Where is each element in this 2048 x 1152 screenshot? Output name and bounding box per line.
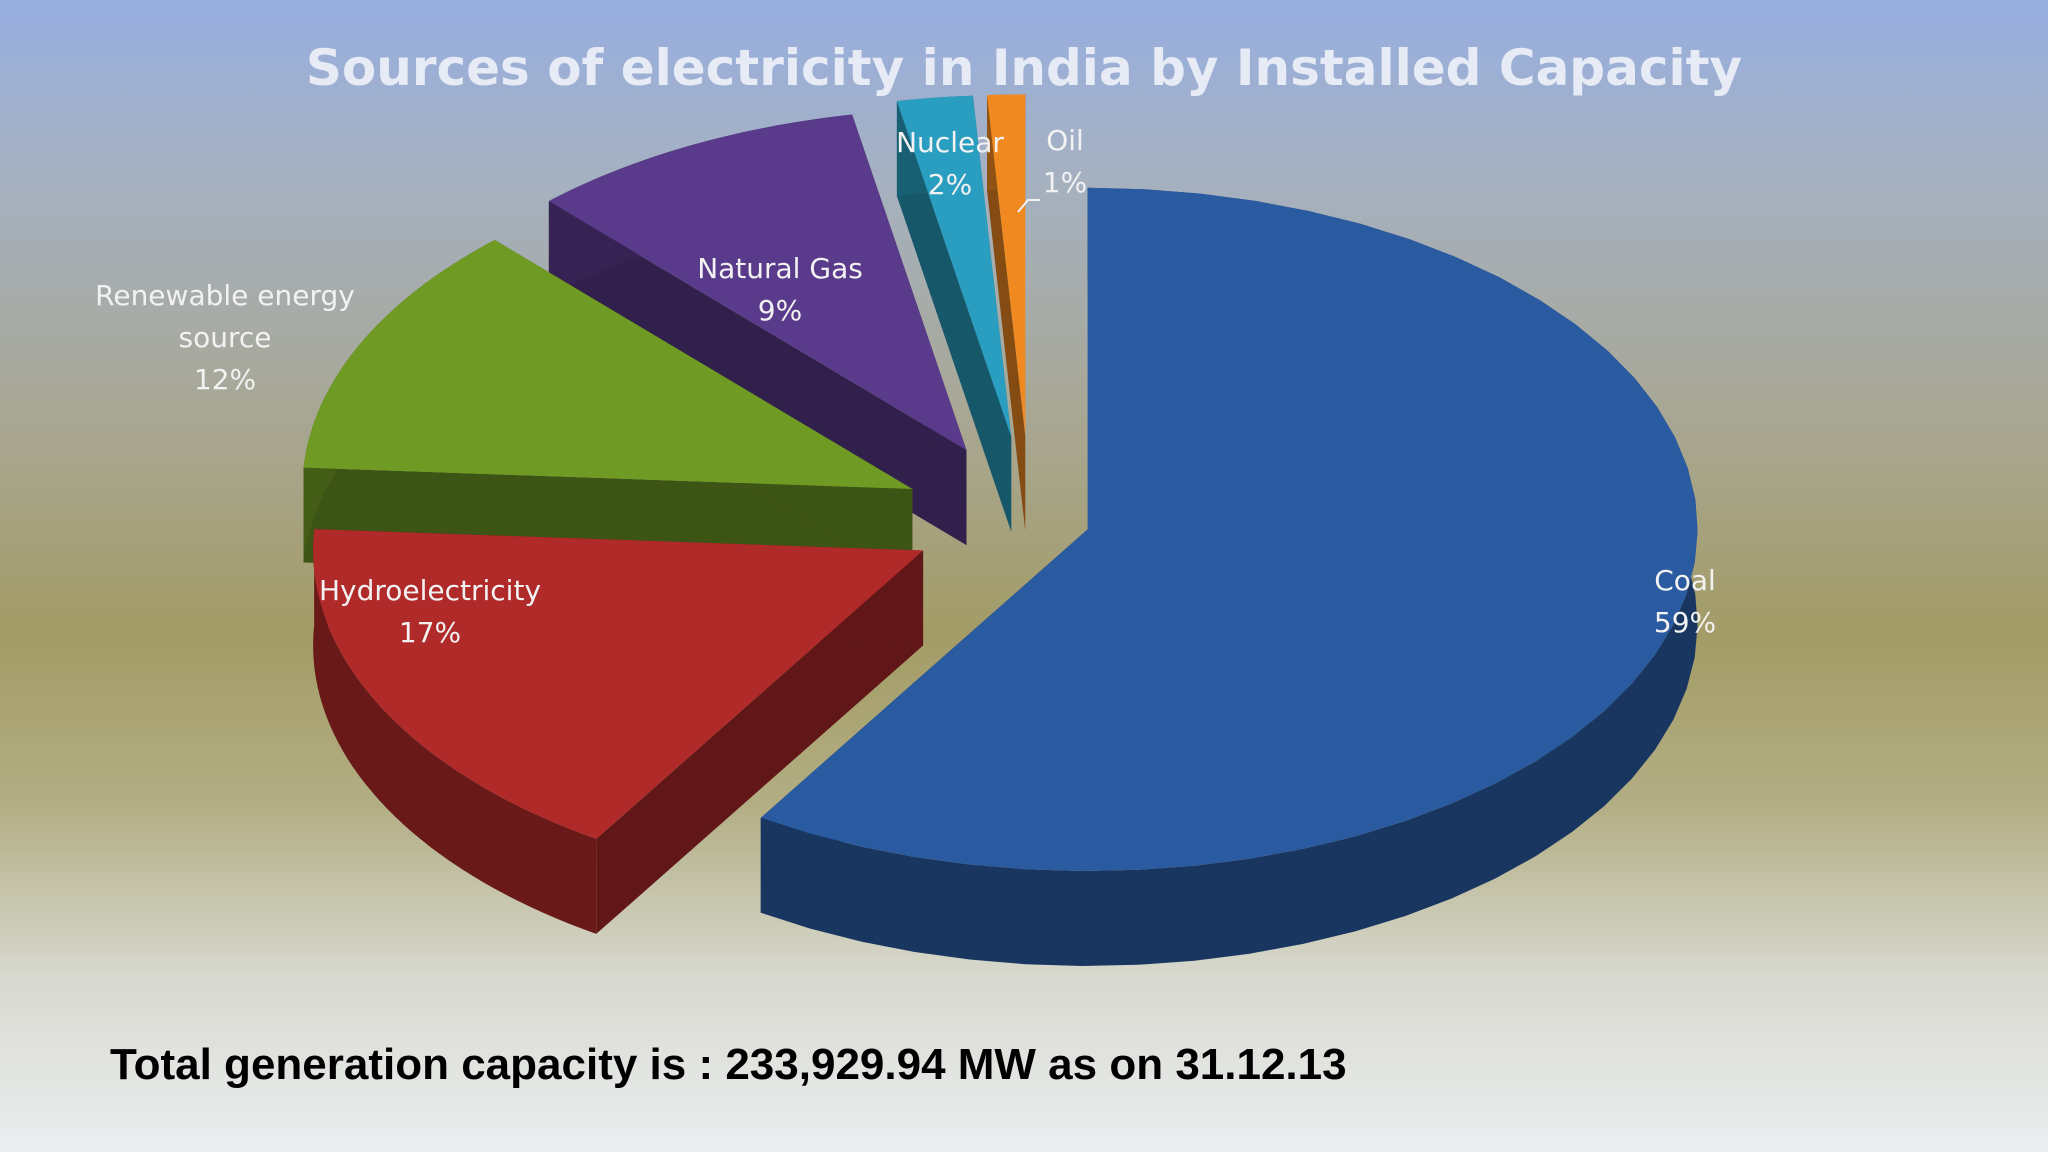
- slice-name-label: source: [179, 321, 272, 354]
- slice-name-label: Nuclear: [896, 126, 1004, 159]
- slice-side: [760, 187, 1698, 967]
- pie-slice-natural-gas: [548, 114, 967, 546]
- slice-name-label: Hydroelectricity: [319, 574, 541, 607]
- slice-value-label: 12%: [194, 363, 256, 396]
- pie-slice-coal: [760, 187, 1698, 967]
- slice-name-label: Natural Gas: [697, 252, 863, 285]
- slice-wall: [596, 550, 924, 934]
- slice-top: [987, 94, 1026, 437]
- slice-top: [548, 114, 967, 451]
- pie-slices: [303, 94, 1698, 967]
- slice-wall: [896, 101, 1012, 532]
- slice-wall: [986, 95, 1026, 532]
- oil-leader-line: [1017, 199, 1040, 213]
- pie-slice-renewable-energy-source: [303, 239, 913, 585]
- slice-value-label: 9%: [758, 294, 802, 327]
- capacity-note: Total generation capacity is : 233,929.9…: [110, 1040, 1347, 1089]
- chart-title: Sources of electricity in India by Insta…: [306, 39, 1742, 97]
- slice-value-label: 1%: [1043, 166, 1087, 199]
- slice-value-label: 2%: [928, 168, 972, 201]
- pie-slice-hydroelectricity: [313, 529, 924, 934]
- slice-name-label: Coal: [1654, 564, 1716, 597]
- slice-name-label: Oil: [1046, 124, 1084, 157]
- slice-top: [303, 240, 913, 489]
- slice-top: [896, 95, 1012, 437]
- slice-top: [760, 187, 1698, 872]
- slice-value-label: 59%: [1654, 606, 1716, 639]
- pie-slice-oil: [986, 94, 1026, 532]
- pie-labels: Coal 59% Hydroelectricity 17% Renewable ener…: [95, 124, 1716, 649]
- slice-top: [313, 529, 924, 839]
- pie-slice-nuclear: [896, 95, 1012, 532]
- slice-value-label: 17%: [399, 616, 461, 649]
- slice-side: [313, 529, 597, 934]
- slice-name-label: Renewable energy: [95, 279, 355, 312]
